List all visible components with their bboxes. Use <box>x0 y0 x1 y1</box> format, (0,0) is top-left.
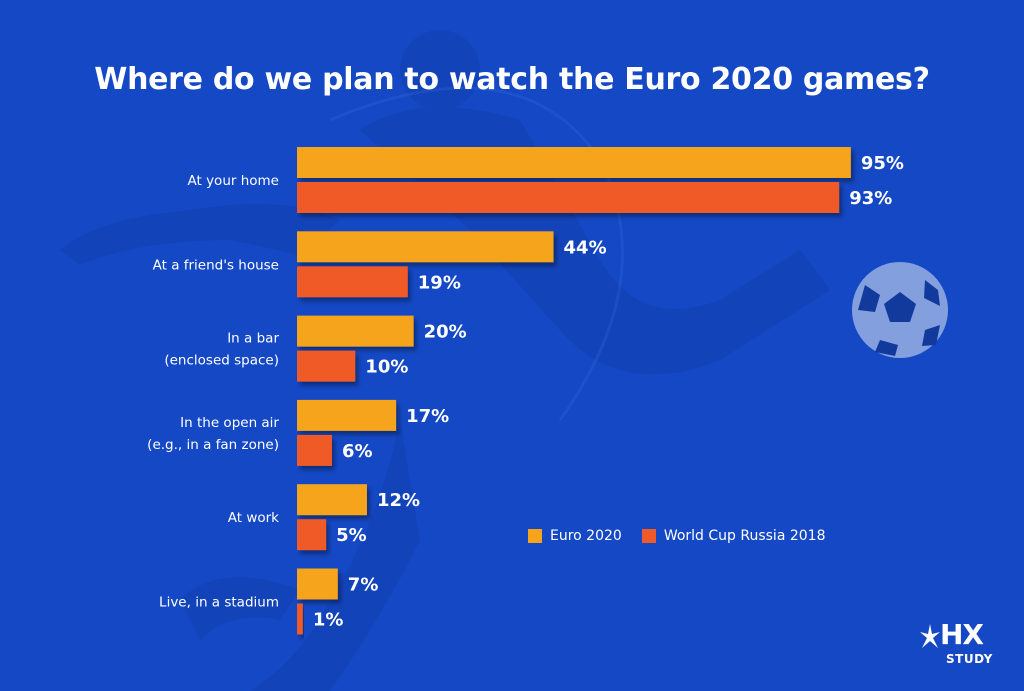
legend: Euro 2020 World Cup Russia 2018 <box>528 528 845 544</box>
bar-wc2018-at-a-friend-s-house <box>297 266 408 298</box>
value-label-wc2018-in-a-bar: 10% <box>365 357 408 378</box>
value-label-wc2018-live-in-a-stadium: 1% <box>313 610 344 631</box>
value-label-euro2020-in-a-bar: 20% <box>424 322 467 343</box>
category-label-line: (e.g., in a fan zone) <box>147 437 279 453</box>
bar-euro2020-in-a-bar <box>297 315 414 347</box>
logo-subtext: STUDY <box>946 652 993 666</box>
legend-swatch-euro2020 <box>528 529 542 543</box>
bar-wc2018-at-work <box>297 519 327 551</box>
legend-label-euro2020: Euro 2020 <box>550 528 622 544</box>
bar-euro2020-in-the-open-air <box>297 399 397 431</box>
category-label-at-your-home: At your home <box>187 173 279 189</box>
legend-label-wc2018: World Cup Russia 2018 <box>663 528 826 544</box>
category-label-in-the-open-air: In the open air (e.g., in a fan zone) <box>147 415 279 453</box>
bar-euro2020-live-in-a-stadium <box>297 568 338 600</box>
legend-item-euro2020: Euro 2020 <box>528 528 622 544</box>
soccer-ball-icon <box>852 262 948 358</box>
category-label-line: (enclosed space) <box>164 353 279 369</box>
logo-text: HX <box>940 618 984 651</box>
value-label-euro2020-at-your-home: 95% <box>861 153 904 174</box>
category-label-at-work: At work <box>228 510 279 526</box>
value-label-wc2018-at-a-friend-s-house: 19% <box>418 272 461 293</box>
category-label-at-a-friend-s-house: At a friend's house <box>153 257 279 273</box>
bar-wc2018-in-a-bar <box>297 350 356 382</box>
chart-title: Where do we plan to watch the Euro 2020 … <box>94 62 930 97</box>
category-label-line: At a friend's house <box>153 257 279 273</box>
bar-wc2018-in-the-open-air <box>297 434 332 466</box>
bar-wc2018-at-your-home <box>297 182 840 213</box>
bar-euro2020-at-a-friend-s-house <box>297 231 554 263</box>
hx-study-logo: HX STUDY <box>918 620 1000 676</box>
legend-swatch-wc2018 <box>641 529 656 543</box>
category-label-line: Live, in a stadium <box>159 595 279 611</box>
legend-item-wc2018: World Cup Russia 2018 <box>641 528 826 544</box>
logo-mark-icon <box>920 624 940 648</box>
value-label-euro2020-at-a-friend-s-house: 44% <box>564 237 607 258</box>
bar-wc2018-live-in-a-stadium <box>297 603 303 635</box>
bar-euro2020-at-work <box>297 484 367 516</box>
category-label-live-in-a-stadium: Live, in a stadium <box>159 595 279 611</box>
value-label-euro2020-in-the-open-air: 17% <box>406 406 449 427</box>
value-label-euro2020-live-in-a-stadium: 7% <box>348 575 379 596</box>
category-label-line: In a bar <box>227 331 279 347</box>
category-label-line: At your home <box>187 173 279 189</box>
value-label-wc2018-at-your-home: 93% <box>849 188 892 209</box>
value-label-wc2018-at-work: 5% <box>336 525 367 546</box>
category-label-in-a-bar: In a bar (enclosed space) <box>164 331 279 369</box>
category-label-line: In the open air <box>180 415 279 431</box>
category-label-line: At work <box>228 510 279 526</box>
value-label-euro2020-at-work: 12% <box>377 490 420 511</box>
value-label-wc2018-in-the-open-air: 6% <box>342 441 373 462</box>
bar-euro2020-at-your-home <box>297 147 851 178</box>
